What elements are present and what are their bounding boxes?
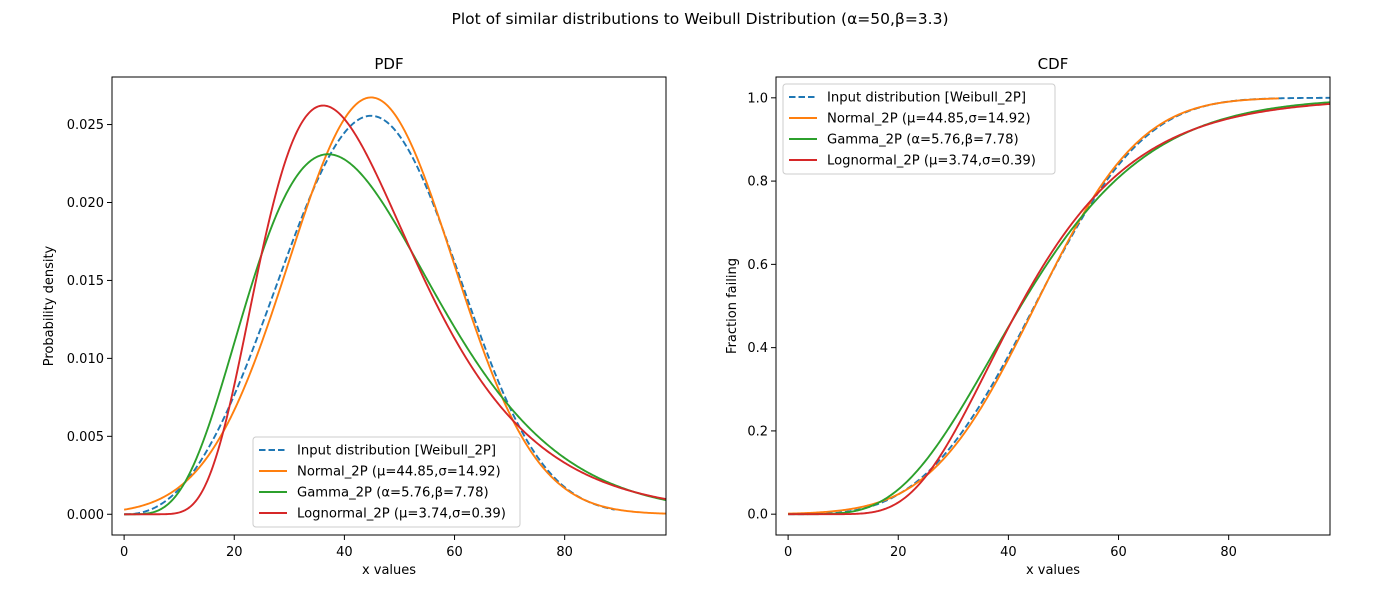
pdf-legend-label: Normal_2P (μ=44.85,σ=14.92) [297,465,501,480]
pdf-series-line-normal-2p [123,96,666,515]
cdf-legend-label: Gamma_2P (α=5.76,β=7.78) [827,133,1019,148]
pdf-legend-box [252,436,521,528]
cdf-series-group [788,96,1330,516]
cdf-y-tick-label: 0.8 [747,175,768,190]
pdf-legend-label: Input distribution [Weibull_2P] [297,444,496,459]
pdf-title: PDF [374,55,403,73]
pdf-y-tick-label: 0.025 [67,118,104,133]
cdf-x-axis-label: x values [1026,563,1080,578]
cdf-legend-box [782,83,1056,175]
pdf-x-tick-label: 0 [120,545,128,560]
pdf-y-tick-label: 0.015 [67,274,104,289]
pdf-axes: 0 20 40 60 80 0.000 0.005 0.010 0.015 0.020 0.025 P… [42,55,667,578]
pdf-series-group [123,96,666,516]
cdf-legend-label: Lognormal_2P (μ=3.74,σ=0.39) [827,154,1036,169]
pdf-y-tick-label: 0.020 [67,196,104,211]
cdf-x-tick-label: 60 [1110,545,1127,560]
cdf-y-tick-label: 0.0 [747,508,768,523]
cdf-x-tick-label: 80 [1220,545,1237,560]
pdf-x-tick-label: 20 [226,545,243,560]
pdf-legend: Input distribution [Weibull_2P] Normal_2P… [252,436,521,528]
cdf-y-tick-label: 0.4 [747,341,768,356]
cdf-title: CDF [1038,55,1069,73]
cdf-series-line-gamma-2p [788,101,1330,516]
cdf-y-axis-label: Fraction failing [725,258,740,354]
cdf-axes: 0 20 40 60 80 0.0 0.2 0.4 0.6 0.8 1.0 CDF x values Fr… [725,55,1331,578]
cdf-y-tick-label: 1.0 [747,91,768,106]
pdf-y-tick-label: 0.005 [67,430,104,445]
pdf-x-tick-label: 60 [446,545,463,560]
pdf-y-axis-label: Probability density [42,245,57,366]
cdf-x-tick-label: 0 [784,545,792,560]
cdf-legend-label: Input distribution [Weibull_2P] [827,91,1026,106]
pdf-x-tick-label: 80 [556,545,573,560]
pdf-x-axis-label: x values [362,563,416,578]
pdf-series-line-input [124,114,615,516]
pdf-x-tick-label: 40 [336,545,353,560]
cdf-series-line-normal-2p [788,97,1279,515]
pdf-series-line-lognormal-2p [124,104,666,516]
cdf-y-tick-label: 0.6 [747,258,768,273]
pdf-y-tick-label: 0.000 [67,508,104,523]
cdf-series-line-lognormal-2p [788,103,1330,516]
cdf-x-tick-label: 40 [1000,545,1017,560]
cdf-legend-label: Normal_2P (μ=44.85,σ=14.92) [827,112,1031,127]
cdf-legend: Input distribution [Weibull_2P] Normal_2P… [782,83,1056,175]
figure-suptitle: Plot of similar distributions to Weibull… [451,10,948,28]
pdf-y-tick-label: 0.010 [67,352,104,367]
pdf-series-line-gamma-2p [124,153,666,516]
pdf-legend-label: Gamma_2P (α=5.76,β=7.78) [297,486,489,501]
pdf-axes-frame [111,76,667,536]
cdf-y-tick-label: 0.2 [747,424,768,439]
pdf-legend-label: Lognormal_2P (μ=3.74,σ=0.39) [297,507,506,522]
cdf-x-tick-label: 20 [890,545,907,560]
cdf-axes-frame [775,76,1331,536]
